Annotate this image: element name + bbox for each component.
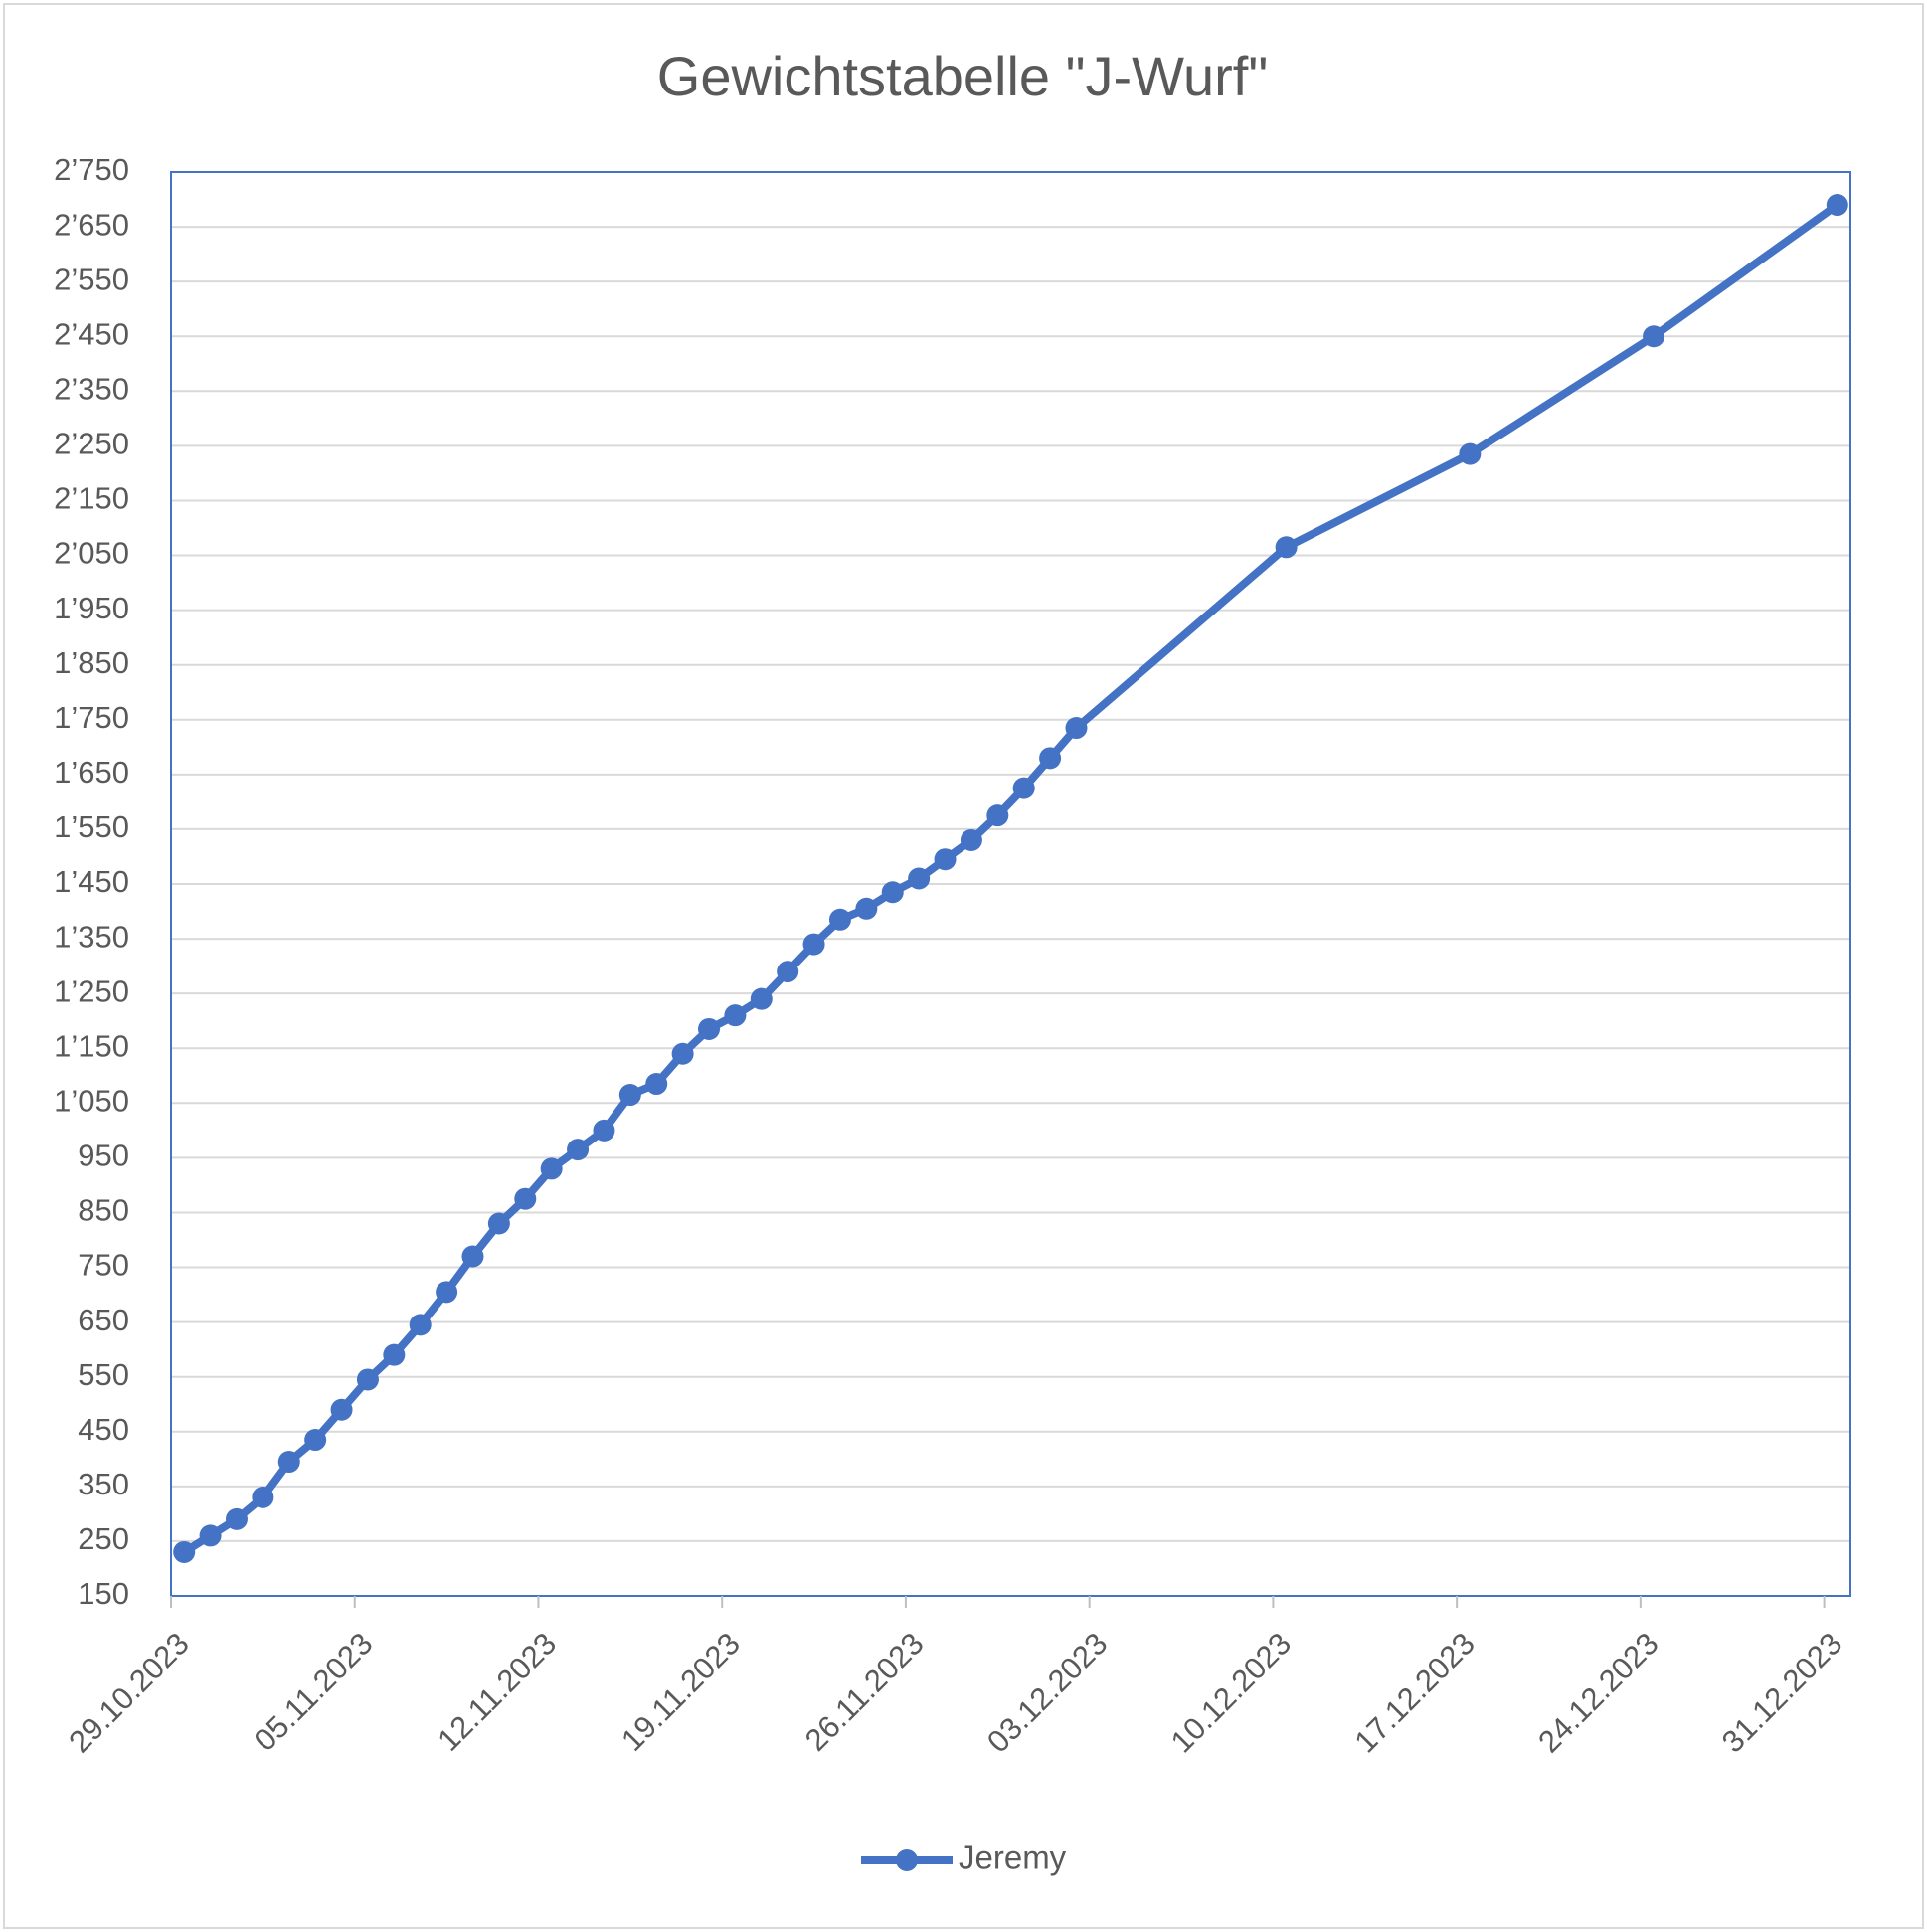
- data-point: [855, 897, 878, 920]
- data-point: [436, 1281, 458, 1304]
- data-point: [618, 1084, 641, 1107]
- y-tick-label: 850: [78, 1193, 129, 1228]
- y-tick-label: 2’550: [54, 262, 129, 296]
- data-point: [277, 1451, 300, 1474]
- data-point: [461, 1245, 484, 1268]
- data-point: [304, 1429, 327, 1452]
- data-point: [1039, 747, 1062, 770]
- y-tick-label: 650: [78, 1303, 129, 1337]
- y-tick-label: 2’750: [54, 152, 129, 187]
- data-point: [514, 1187, 537, 1210]
- y-tick-label: 1’050: [54, 1083, 129, 1118]
- chart-border: [3, 3, 1924, 1929]
- y-tick-label: 450: [78, 1412, 129, 1447]
- data-point: [802, 933, 825, 956]
- data-point: [724, 1004, 747, 1027]
- y-tick-label: 2’250: [54, 427, 129, 461]
- data-point: [593, 1119, 615, 1142]
- y-tick-label: 150: [78, 1576, 129, 1611]
- y-tick-label: 2’150: [54, 481, 129, 516]
- y-tick-label: 1’750: [54, 700, 129, 735]
- legend-label: Jeremy: [959, 1840, 1067, 1876]
- data-point: [330, 1398, 353, 1421]
- data-point: [1012, 777, 1035, 799]
- data-point: [1826, 194, 1848, 217]
- y-tick-label: 2’050: [54, 536, 129, 571]
- y-tick-label: 1’350: [54, 919, 129, 954]
- data-point: [1065, 717, 1088, 740]
- data-point: [173, 1540, 196, 1563]
- data-point: [383, 1343, 406, 1366]
- y-tick-label: 1’550: [54, 809, 129, 844]
- y-tick-label: 750: [78, 1248, 129, 1283]
- data-point: [487, 1212, 510, 1235]
- data-point: [1459, 442, 1482, 465]
- data-point: [934, 848, 957, 871]
- data-point: [1275, 536, 1298, 559]
- data-point: [356, 1368, 379, 1391]
- y-tick-label: 2’450: [54, 316, 129, 351]
- y-tick-label: 950: [78, 1139, 129, 1173]
- y-tick-label: 2’350: [54, 371, 129, 406]
- y-tick-label: 1’650: [54, 755, 129, 790]
- y-tick-label: 250: [78, 1521, 129, 1556]
- y-tick-label: 1’250: [54, 973, 129, 1008]
- data-point: [225, 1507, 248, 1530]
- data-point: [645, 1073, 668, 1096]
- legend-marker: [896, 1849, 918, 1871]
- data-point: [1643, 325, 1665, 348]
- data-point: [777, 961, 799, 983]
- y-tick-label: 550: [78, 1357, 129, 1392]
- data-point: [881, 881, 904, 904]
- y-tick-label: 1’950: [54, 591, 129, 625]
- y-tick-label: 1’150: [54, 1028, 129, 1063]
- data-point: [252, 1486, 274, 1508]
- y-tick-label: 2’650: [54, 207, 129, 242]
- data-point: [960, 828, 982, 851]
- data-point: [409, 1314, 432, 1336]
- data-point: [540, 1157, 563, 1180]
- plot-border: [170, 171, 1851, 1597]
- data-point: [671, 1042, 694, 1065]
- data-point: [986, 804, 1009, 827]
- y-tick-label: 350: [78, 1467, 129, 1501]
- y-tick-label: 1’850: [54, 645, 129, 680]
- data-point: [908, 867, 931, 890]
- y-tick-label: 1’450: [54, 864, 129, 899]
- data-point: [828, 908, 851, 931]
- data-point: [750, 987, 773, 1010]
- data-point: [698, 1017, 721, 1040]
- chart-title: Gewichtstabelle "J-Wurf": [657, 45, 1268, 107]
- data-point: [199, 1524, 222, 1547]
- data-point: [567, 1139, 590, 1161]
